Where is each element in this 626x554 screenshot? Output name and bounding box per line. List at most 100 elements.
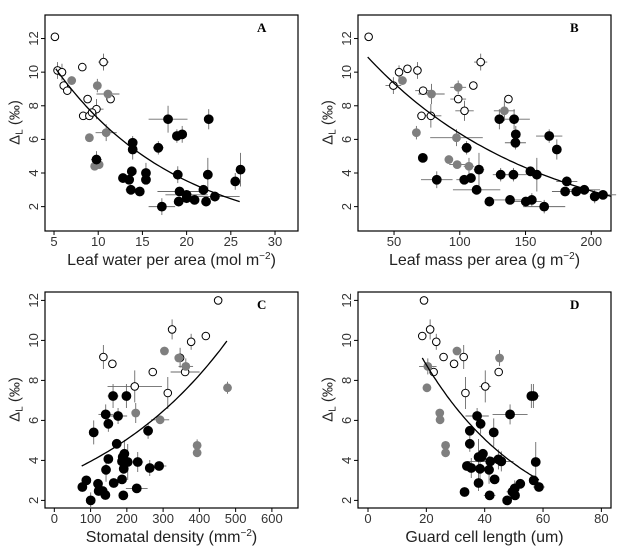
y-tick-label: 6 (339, 417, 354, 424)
open-point (469, 81, 478, 90)
open-point (417, 331, 427, 341)
panel-b: 50 100 150 200 2 4 6 8 10 12 Leaf mass per area (… (313, 0, 626, 277)
gray-point (452, 346, 462, 356)
y-axis-label: ΔL (‰) (6, 100, 26, 145)
black-point (103, 418, 114, 429)
black-point (177, 129, 188, 140)
x-tick-label: 150 (515, 234, 537, 249)
open-point (83, 94, 92, 104)
black-point (494, 114, 505, 125)
x-tick-label: 10 (91, 234, 105, 249)
black-point (91, 154, 102, 165)
black-point (475, 463, 485, 474)
black-point (473, 478, 484, 488)
panel-letter: C (257, 297, 267, 312)
y-tick-label: 2 (26, 203, 41, 210)
black-point (508, 169, 519, 180)
gray-point (192, 441, 202, 450)
black-point (484, 196, 495, 207)
open-point (62, 86, 72, 95)
black-point (88, 427, 99, 438)
x-tick-label: 20 (179, 234, 193, 249)
black-point (131, 483, 142, 494)
y-axis-label: ΔL (‰) (319, 377, 339, 422)
x-tick-label: 300 (152, 511, 174, 526)
black-point (466, 173, 476, 183)
fit-curve (367, 56, 612, 197)
black-point (126, 166, 137, 177)
x-tick-label: 100 (80, 511, 102, 526)
gray-point (92, 81, 102, 90)
black-point (505, 409, 515, 420)
black-point (417, 152, 428, 163)
black-point (526, 195, 537, 205)
open-point (130, 382, 140, 391)
y-tick-label: 8 (339, 377, 354, 384)
black-point (100, 409, 111, 420)
gray-point (84, 133, 94, 143)
black-point (85, 495, 96, 506)
y-tick-label: 10 (26, 333, 41, 347)
black-point (485, 456, 496, 467)
black-point (230, 176, 241, 187)
black-point (464, 425, 475, 436)
plot-frame (44, 14, 299, 232)
y-tick-label: 6 (26, 417, 41, 424)
open-point (57, 67, 67, 77)
x-tick-label: 25 (224, 234, 238, 249)
black-point (488, 427, 499, 438)
gray-point (174, 353, 184, 363)
y-tick-label: 4 (339, 169, 354, 176)
plot-frame (357, 291, 612, 509)
black-point (163, 114, 173, 125)
black-point (154, 461, 165, 471)
x-tick-label: 20 (419, 511, 433, 526)
black-point (101, 464, 111, 475)
y-tick-label: 4 (26, 457, 41, 464)
x-tick-label: 200 (580, 234, 602, 249)
x-tick-label: 40 (477, 511, 491, 526)
black-point (589, 191, 600, 202)
panel-letter: B (570, 20, 579, 35)
y-tick-label: 8 (26, 377, 41, 384)
open-point (403, 64, 412, 74)
black-point (81, 475, 92, 486)
gray-point (103, 89, 113, 99)
x-tick-label: 5 (50, 234, 57, 249)
open-point (453, 94, 463, 104)
x-tick-label: 600 (261, 511, 283, 526)
y-tick-label: 12 (26, 293, 41, 307)
black-point (202, 169, 213, 180)
black-point (118, 490, 129, 501)
black-point (551, 144, 562, 155)
black-point (103, 454, 114, 464)
x-tick-label: 0 (51, 511, 58, 526)
black-point (100, 490, 111, 500)
open-point (461, 388, 470, 398)
black-point (509, 114, 519, 125)
y-axis-label: ΔL (‰) (319, 100, 339, 145)
black-point (484, 490, 495, 501)
y-tick-label: 6 (339, 136, 354, 143)
black-point (189, 195, 200, 205)
black-point (484, 464, 494, 475)
gray-point (435, 408, 445, 418)
gray-point (192, 448, 202, 458)
x-tick-label: 80 (594, 511, 608, 526)
gray-point (398, 76, 407, 85)
black-point (144, 463, 155, 473)
y-tick-label: 4 (339, 457, 354, 464)
black-point (466, 463, 477, 473)
gray-point (495, 353, 504, 363)
open-point (439, 352, 448, 362)
x-axis-label: Leaf mass per area (g m−2) (388, 251, 581, 270)
black-point (464, 438, 475, 449)
black-point (489, 474, 500, 485)
black-point (502, 495, 513, 506)
x-tick-label: 60 (536, 511, 550, 526)
panel-a-plot: 5 10 15 20 25 30 2 4 6 8 10 12 (26, 14, 299, 249)
x-tick-label: 500 (225, 511, 247, 526)
black-point (431, 174, 442, 185)
open-point (167, 325, 177, 334)
open-point (364, 32, 373, 42)
